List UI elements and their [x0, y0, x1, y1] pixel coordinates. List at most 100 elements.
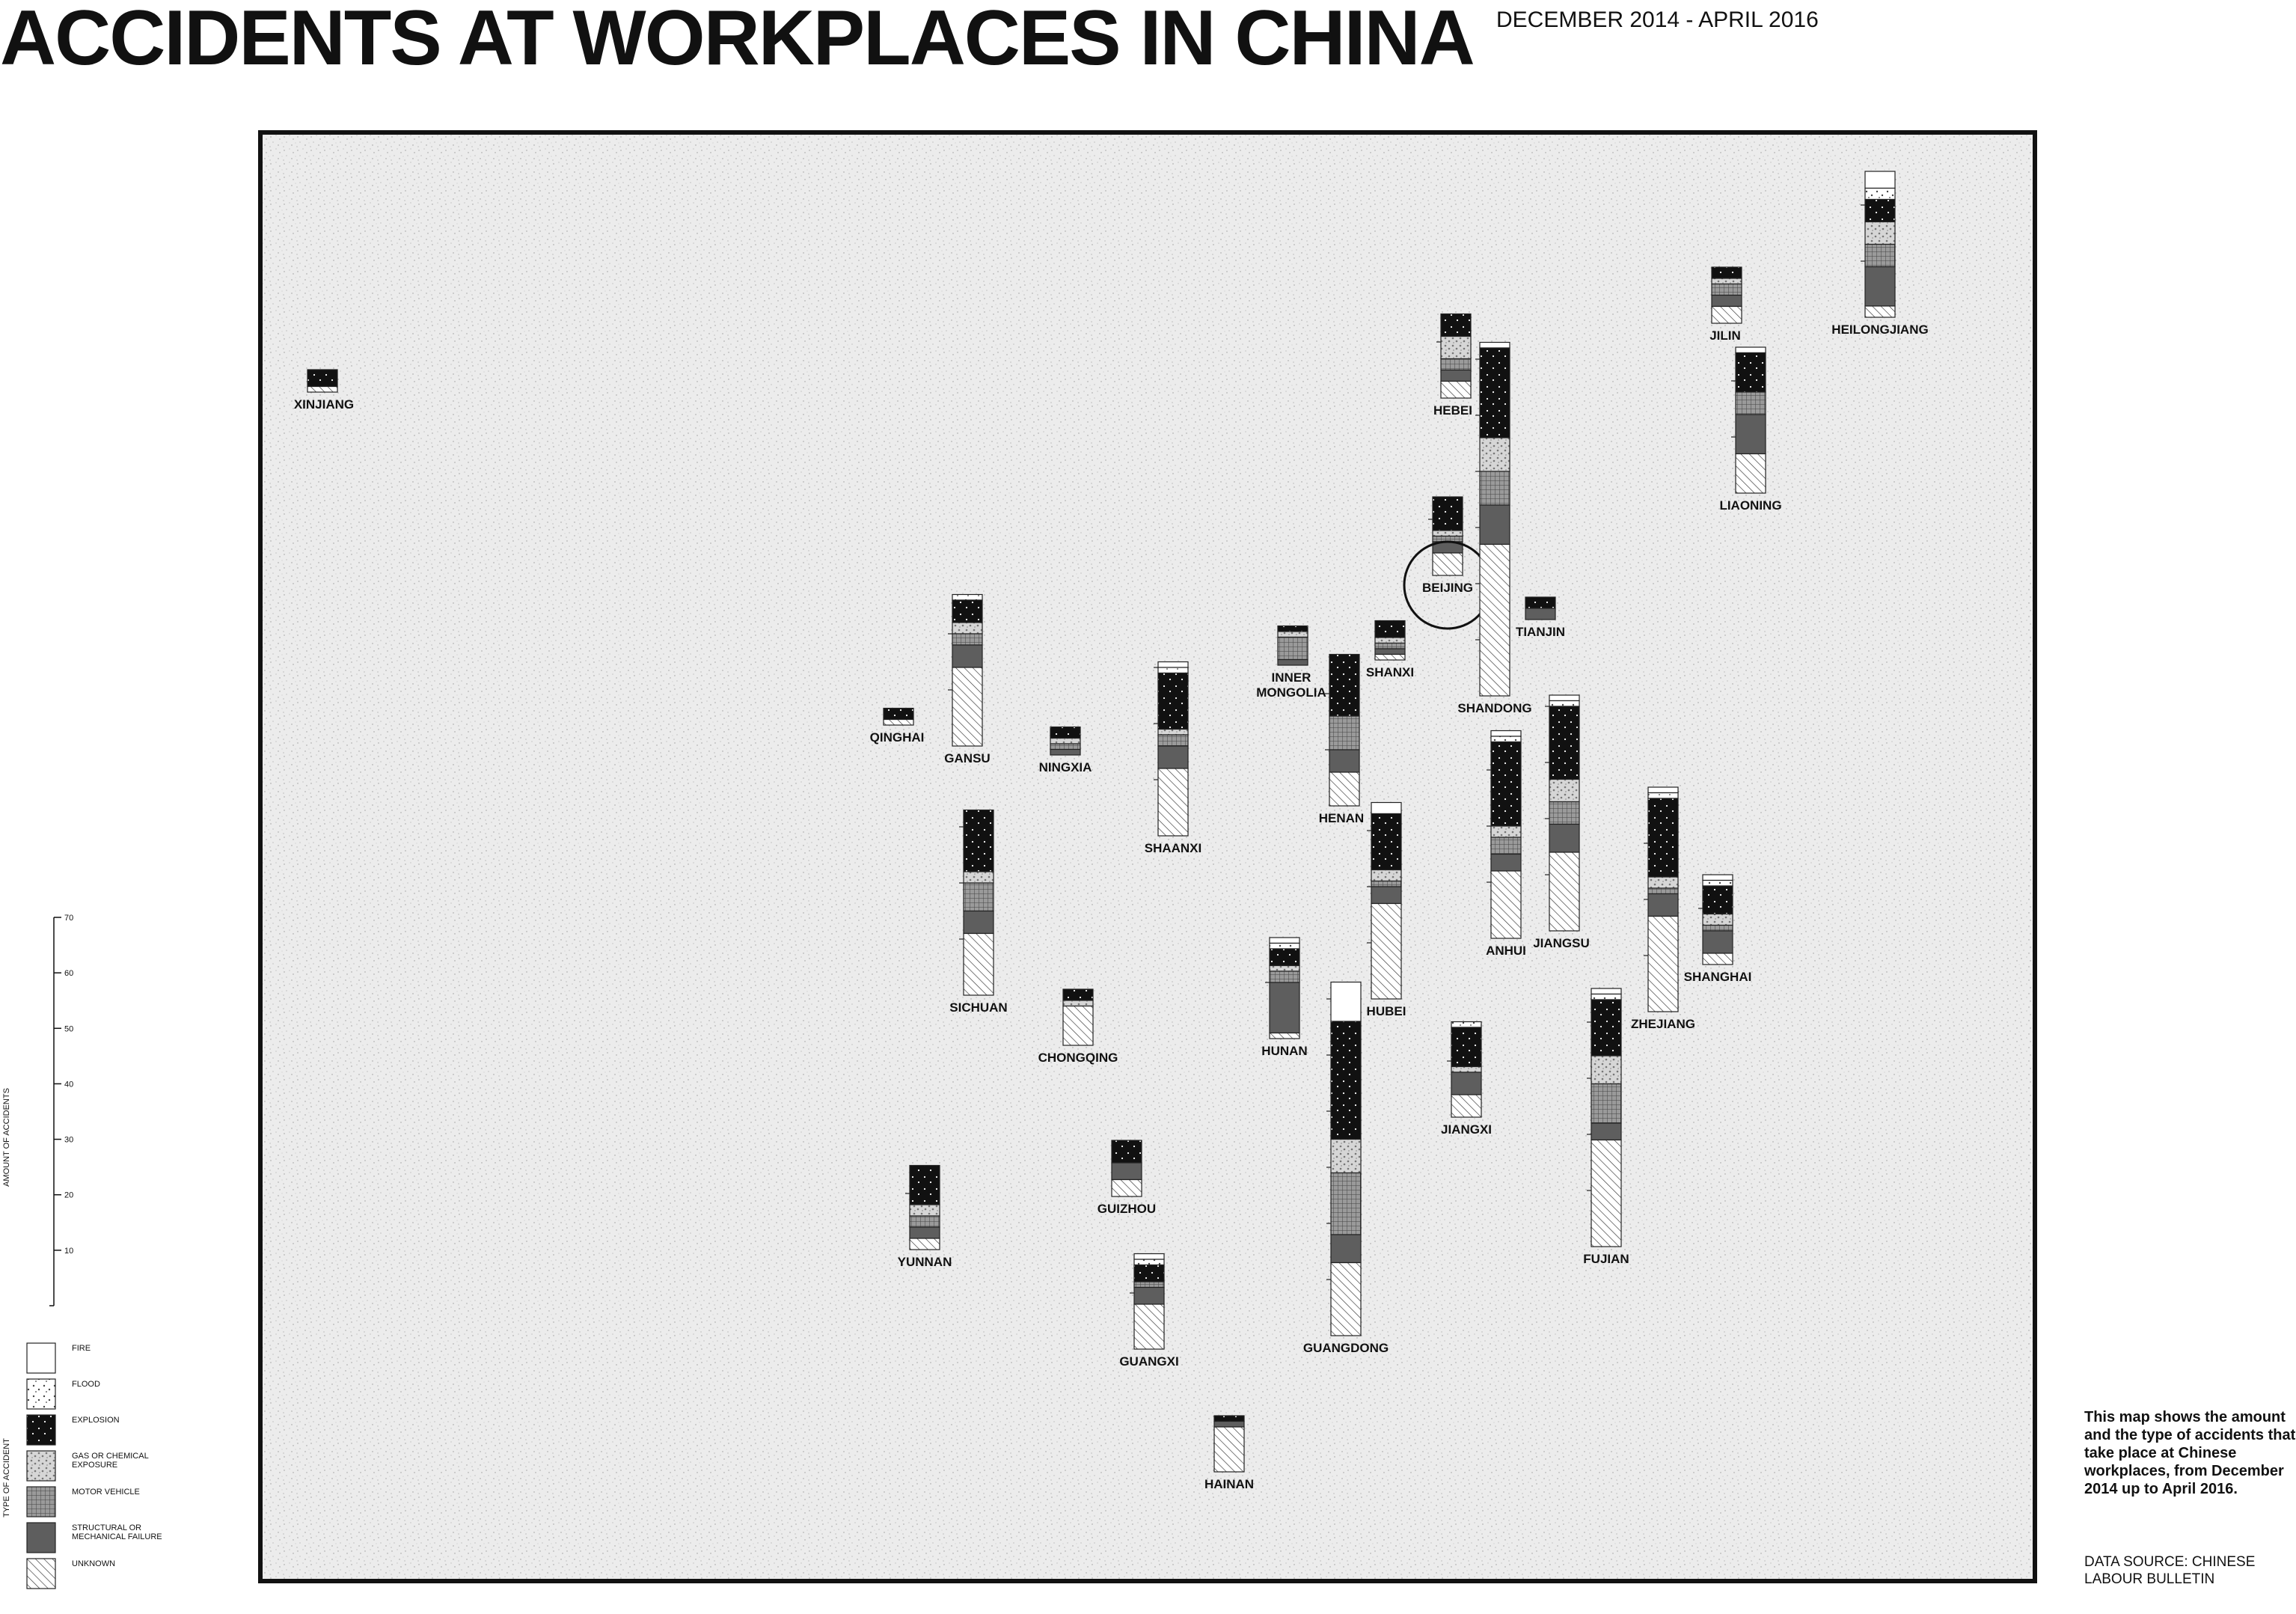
legend-title: TYPE OF ACCIDENT [2, 1438, 11, 1517]
page-subtitle: DECEMBER 2014 - APRIL 2016 [1496, 7, 1819, 32]
segment-explosion [1213, 1415, 1245, 1422]
province-bar-guangdong[interactable]: GUANGDONG [1303, 981, 1389, 1356]
province-bar-shaanxi[interactable]: SHAANXI [1145, 661, 1202, 856]
segment-structural [1269, 982, 1300, 1034]
province-bar-hubei[interactable]: HUBEI [1367, 801, 1406, 1019]
province-bar-sichuan[interactable]: SICHUAN [949, 809, 1008, 1015]
province-bar-chongqing[interactable]: CHONGQING [1038, 988, 1118, 1065]
segment-unknown [1864, 305, 1896, 318]
province-bar-hunan[interactable]: HUNAN [1261, 937, 1308, 1058]
province-bar-guizhou[interactable]: GUIZHOU [1098, 1140, 1156, 1216]
province-label: JILIN [1709, 328, 1741, 343]
province-bar-jiangsu[interactable]: JIANGSU [1533, 694, 1590, 950]
segment-structural [1440, 369, 1472, 382]
segment-fire [1330, 981, 1362, 1022]
province-label: HENAN [1319, 811, 1364, 825]
segment-unknown [963, 932, 994, 996]
segment-unknown [1735, 453, 1766, 494]
segment-unknown [1479, 543, 1510, 697]
segment-structural [952, 644, 983, 668]
province-bar-zhejiang[interactable]: ZHEJIANG [1631, 786, 1695, 1031]
segment-structural [1277, 658, 1308, 666]
province-label: GANSU [944, 751, 990, 765]
legend-swatch-fire [26, 1342, 56, 1374]
province-bar-fujian[interactable]: FUJIAN [1583, 988, 1629, 1266]
segment-explosion [1591, 999, 1622, 1057]
legend-label: MECHANICAL FAILURE [72, 1532, 162, 1541]
segment-explosion [1374, 620, 1406, 638]
province-bar-gansu[interactable]: GANSU [944, 593, 991, 766]
segment-motor [1647, 887, 1679, 895]
segment-unknown [1440, 380, 1472, 399]
province-bar-anhui[interactable]: ANHUI [1486, 730, 1526, 959]
legend-label: FLOOD [72, 1380, 100, 1389]
segment-gas [1711, 278, 1742, 285]
province-bar-beijing[interactable]: BEIJING [1403, 496, 1493, 630]
province-label: GUANGDONG [1303, 1341, 1389, 1355]
segment-explosion [1432, 496, 1463, 531]
segment-structural [1451, 1072, 1482, 1095]
segment-explosion [1329, 653, 1360, 717]
province-label: TIANJIN [1516, 625, 1565, 639]
province-label: JIANGXI [1441, 1122, 1492, 1137]
province-label: SHANXI [1366, 665, 1414, 679]
legend-swatch-structural [26, 1522, 56, 1553]
legend-label: FIRE [72, 1344, 91, 1353]
segment-gas [909, 1204, 940, 1217]
province-bar-jilin[interactable]: JILIN [1709, 266, 1742, 343]
province-label: FUJIAN [1583, 1252, 1629, 1266]
province-bar-ningxia[interactable]: NINGXIA [1039, 726, 1092, 775]
segment-unknown [1490, 870, 1522, 939]
province-bar-tianjin[interactable]: TIANJIN [1516, 596, 1565, 639]
province-label: HUBEI [1367, 1004, 1406, 1018]
segment-explosion [1864, 198, 1896, 223]
segment-gas [1451, 1066, 1482, 1073]
province-bar-yunnan[interactable]: YUNNAN [898, 1164, 952, 1270]
page-title: ACCIDENTS AT WORKPLACES IN CHINA [0, 0, 1475, 82]
province-label: YUNNAN [898, 1255, 952, 1269]
segment-motor [1371, 880, 1402, 887]
segment-structural [1374, 648, 1406, 655]
province-bar-hainan[interactable]: HAINAN [1204, 1415, 1254, 1491]
segment-motor [1735, 391, 1766, 415]
segment-explosion [1440, 313, 1472, 337]
segment-structural [1213, 1420, 1245, 1428]
segment-unknown [883, 718, 914, 726]
province-bar-qinghai[interactable]: QINGHAI [870, 707, 925, 745]
province-bar-shandong[interactable]: SHANDONG [1457, 341, 1532, 716]
segment-gas [1479, 437, 1510, 472]
province-bar-guangxi[interactable]: GUANGXI [1119, 1253, 1179, 1369]
segment-fire [1157, 661, 1189, 668]
province-label: SICHUAN [949, 1000, 1007, 1015]
segment-explosion [1062, 988, 1094, 1001]
province-bar-shanxi[interactable]: SHANXI [1366, 620, 1414, 680]
scale-title: AMOUNT OF ACCIDENTS [2, 1088, 11, 1187]
segment-motor [1711, 283, 1742, 296]
segment-gas [1374, 637, 1406, 644]
legend-item-fire: FIRE [26, 1342, 91, 1374]
segment-gas [1432, 530, 1463, 537]
segment-unknown [1702, 953, 1733, 965]
segment-unknown [1111, 1179, 1142, 1197]
province-bar-henan[interactable]: HENAN [1319, 653, 1364, 826]
province-bar-shanghai[interactable]: SHANGHAI [1684, 874, 1752, 984]
province-label: HEBEI [1433, 403, 1472, 418]
segment-motor [1490, 837, 1522, 855]
province-bar-heilongjiang[interactable]: HEILONGJIANG [1831, 171, 1929, 337]
segment-flood [1157, 667, 1189, 674]
province-bar-xinjiang[interactable]: XINJIANG [294, 369, 354, 412]
province-bar-hebei[interactable]: HEBEI [1433, 313, 1472, 418]
segment-unknown [1591, 1139, 1622, 1247]
segment-unknown [1133, 1303, 1165, 1350]
segment-structural [1490, 853, 1522, 872]
segment-explosion [307, 369, 338, 388]
segment-unknown [307, 385, 338, 393]
segment-explosion [1157, 672, 1189, 730]
province-bar-jiangxi[interactable]: JIANGXI [1441, 1021, 1492, 1137]
province-bar-liaoning[interactable]: LIAONING [1719, 346, 1782, 513]
segment-gas [1062, 1000, 1094, 1007]
scale-tick-label: 10 [64, 1247, 73, 1256]
